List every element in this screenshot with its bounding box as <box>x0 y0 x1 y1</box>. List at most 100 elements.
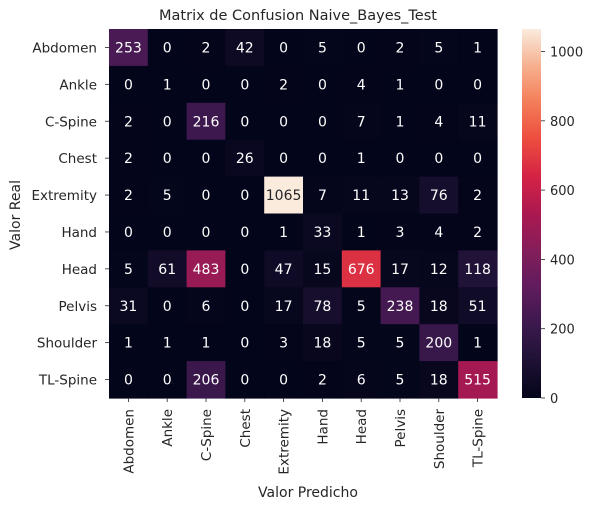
heatmap-cell-extremity-c-spine <box>186 176 226 215</box>
heatmap-cell-chest-c-spine <box>186 139 226 178</box>
cell-value-label: 78 <box>313 299 331 315</box>
heatmap-cell-ankle-extremity <box>264 65 304 104</box>
heatmap-cell-tl-spine-chest <box>225 361 265 399</box>
heatmap-cell-tl-spine-head <box>341 361 382 399</box>
cell-value-label: 17 <box>275 299 293 315</box>
cell-value-label: 0 <box>318 77 327 93</box>
heatmap-cell-head-abdomen <box>109 250 149 288</box>
heatmap-cell-head-c-spine <box>186 250 226 288</box>
heatmap-cell-chest-chest <box>225 139 265 178</box>
colorbar-tick-label: 200 <box>550 323 575 338</box>
heatmap-cell-hand-pelvis <box>380 213 420 251</box>
cell-value-label: 0 <box>163 299 172 315</box>
heatmap-cell-hand-abdomen <box>109 213 149 251</box>
cell-value-label: 0 <box>318 114 327 130</box>
cell-value-label: 0 <box>240 262 249 278</box>
cell-value-label: 5 <box>357 336 366 352</box>
x-tick-label: TL-Spine <box>471 409 487 468</box>
heatmap-cell-chest-hand <box>303 139 343 178</box>
heatmap-cell-tl-spine-shoulder <box>419 361 459 399</box>
cell-value-label: 5 <box>124 262 133 278</box>
heatmap-cell-tl-spine-pelvis <box>380 361 420 399</box>
cell-value-label: 238 <box>387 299 414 315</box>
heatmap-cell-head-head <box>341 250 382 288</box>
colorbar-tick-label: 600 <box>550 184 575 199</box>
heatmap-cell-abdomen-shoulder <box>419 29 459 67</box>
cell-value-label: 26 <box>236 151 254 167</box>
heatmap-cell-shoulder-extremity <box>264 324 304 362</box>
heatmap-cell-hand-extremity <box>264 213 304 251</box>
y-tick-label: TL-Spine <box>38 373 97 389</box>
cell-value-label: 1 <box>279 225 288 241</box>
cell-value-label: 12 <box>430 262 448 278</box>
cell-value-label: 2 <box>124 114 133 130</box>
cell-value-label: 0 <box>163 114 172 130</box>
colorbar-tick-label: 0 <box>550 392 558 407</box>
cell-value-label: 0 <box>163 151 172 167</box>
heatmap-cell-tl-spine-ankle <box>147 361 188 399</box>
cell-value-label: 4 <box>434 114 443 130</box>
heatmap-cell-extremity-extremity <box>264 176 304 215</box>
cell-value-label: 6 <box>357 373 366 389</box>
cell-value-label: 515 <box>464 373 491 389</box>
heatmap-cell-hand-chest <box>225 213 265 251</box>
cell-value-label: 0 <box>163 373 172 389</box>
cell-value-label: 0 <box>202 188 211 204</box>
cell-value-label: 31 <box>119 299 137 315</box>
cell-value-label: 18 <box>313 336 331 352</box>
cell-value-label: 1065 <box>266 188 302 204</box>
cell-value-label: 0 <box>163 40 172 56</box>
heatmap-cell-head-chest <box>225 250 265 288</box>
heatmap-cell-abdomen-pelvis <box>380 29 420 67</box>
heatmap-cell-shoulder-abdomen <box>109 324 149 362</box>
cell-value-label: 0 <box>240 225 249 241</box>
x-axis-ticks: Abdomen Ankle C-Spine Chest Extremity Hand Hea… <box>121 398 487 475</box>
y-tick-label: Ankle <box>59 77 97 93</box>
cell-value-label: 0 <box>434 77 443 93</box>
heatmap-cell-shoulder-ankle <box>147 324 188 362</box>
cell-value-label: 2 <box>202 40 211 56</box>
heatmap-cell-chest-pelvis <box>380 139 420 178</box>
heatmap-cell-abdomen-ankle <box>147 29 188 67</box>
colorbar-gradient <box>522 29 541 398</box>
heatmap-cell-extremity-abdomen <box>109 176 149 215</box>
heatmap-cell-extremity-hand <box>303 176 343 215</box>
heatmap-cell-c-spine-pelvis <box>380 102 420 141</box>
cell-value-label: 0 <box>124 77 133 93</box>
heatmap-cell-abdomen-c-spine <box>186 29 226 67</box>
cell-value-label: 0 <box>396 151 405 167</box>
heatmap-cell-ankle-abdomen <box>109 65 149 104</box>
heatmap-cell-hand-shoulder <box>419 213 459 251</box>
cell-value-label: 2 <box>279 77 288 93</box>
cell-value-label: 2 <box>124 151 133 167</box>
heatmap-cell-ankle-ankle <box>147 65 188 104</box>
heatmap-cell-ankle-pelvis <box>380 65 420 104</box>
y-tick-label: Hand <box>61 225 97 241</box>
cell-value-label: 0 <box>318 151 327 167</box>
y-axis-ticks: Abdomen Ankle C-Spine Chest Extremity Hand Hea… <box>31 40 109 389</box>
x-tick-label: Hand <box>315 409 331 445</box>
y-tick-label: C-Spine <box>45 114 97 130</box>
cell-value-label: 1 <box>163 77 172 93</box>
cell-value-label: 42 <box>236 40 254 56</box>
cell-value-label: 0 <box>240 299 249 315</box>
y-axis-label: Valor Real <box>8 180 24 250</box>
cell-value-label: 0 <box>473 77 482 93</box>
heatmap-cell-tl-spine-c-spine <box>186 361 226 399</box>
heatmap-cell-shoulder-tl-spine <box>458 324 498 362</box>
heatmap-cell-pelvis-tl-spine <box>458 287 498 325</box>
cell-value-label: 0 <box>240 77 249 93</box>
cell-value-label: 206 <box>193 373 220 389</box>
y-tick-label: Pelvis <box>59 299 98 315</box>
heatmap-cell-hand-tl-spine <box>458 213 498 251</box>
cell-value-label: 0 <box>279 151 288 167</box>
y-tick-label: Head <box>62 262 97 278</box>
cell-value-label: 2 <box>318 373 327 389</box>
cell-value-label: 1 <box>396 114 405 130</box>
colorbar-tick-label: 400 <box>550 253 575 268</box>
cell-value-label: 0 <box>240 373 249 389</box>
heatmap-cell-chest-shoulder <box>419 139 459 178</box>
heatmap-cell-ankle-hand <box>303 65 343 104</box>
cell-value-label: 216 <box>193 114 220 130</box>
cell-value-label: 4 <box>357 77 366 93</box>
